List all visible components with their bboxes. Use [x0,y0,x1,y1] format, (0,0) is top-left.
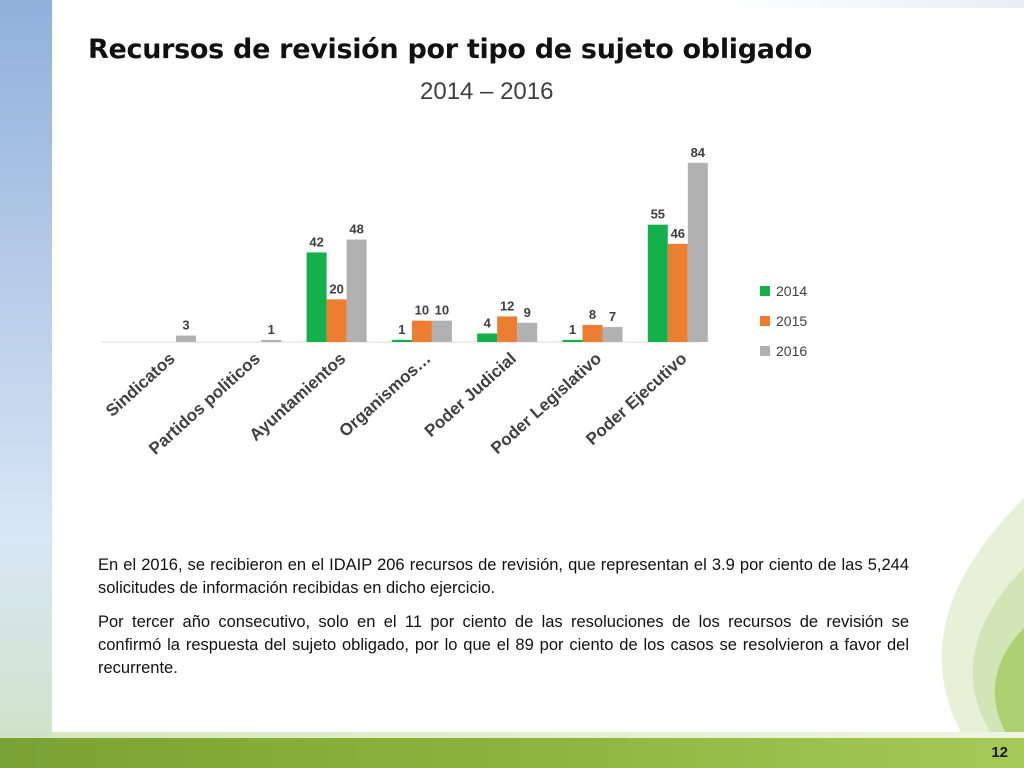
left-decorative-band [0,0,52,768]
data-label-2016-6: 84 [691,145,706,160]
category-label-3: Organismos… [336,349,435,441]
bar-2015-4 [497,316,518,342]
data-label-2015-5: 8 [589,307,596,322]
data-label-2016-4: 9 [524,305,531,320]
data-label-2014-3: 1 [398,322,405,337]
legend-swatch-2016 [760,346,770,356]
bar-2015-3 [411,320,432,342]
data-label-2014-2: 42 [309,234,323,249]
data-label-2016-1: 1 [268,322,275,337]
top-decorative-accent [720,0,1024,8]
slide-subtitle: 2014 – 2016 [420,78,554,105]
paragraph-2: Por tercer año consecutivo, solo en el 1… [98,613,909,677]
data-label-2015-2: 20 [329,281,343,296]
bar-2016-0 [176,335,196,342]
bar-2016-6 [687,162,708,342]
bottom-decorative-band [0,738,1024,768]
bar-2014-3 [391,339,412,342]
bar-2016-5 [602,327,623,342]
data-label-2016-3: 10 [435,303,449,318]
data-label-2016-2: 48 [349,222,363,237]
bottom-light-stripe [52,732,1024,738]
corner-swoosh-decoration [941,498,1024,738]
data-label-2016-5: 7 [609,309,616,324]
data-label-2015-3: 10 [415,303,429,318]
data-label-2014-6: 55 [651,207,665,222]
data-label-2016-0: 3 [182,318,189,333]
bar-2016-2 [346,239,367,342]
legend-label-2016: 2016 [776,343,807,359]
bar-2014-4 [477,333,498,342]
bar-2015-6 [667,243,688,342]
slide-title: Recursos de revisión por tipo de sujeto … [88,34,812,65]
bar-2015-5 [582,324,603,342]
data-label-2014-4: 4 [484,315,492,330]
bar-2014-5 [562,339,583,342]
page-number: 12 [991,744,1008,761]
data-label-2014-5: 1 [569,322,576,337]
legend-swatch-2014 [760,286,770,296]
legend-swatch-2015 [760,316,770,326]
bar-2014-6 [647,224,668,342]
data-label-2015-6: 46 [671,226,685,241]
data-label-2015-4: 12 [500,298,514,313]
category-label-0: Sindicatos [102,349,179,421]
bar-2016-1 [261,339,282,342]
bar-2014-2 [306,252,327,342]
body-text: En el 2016, se recibieron en el IDAIP 20… [98,554,909,691]
bar-2016-4 [517,322,538,342]
bar-2016-3 [431,320,452,342]
bar-2015-2 [326,299,347,342]
legend-label-2015: 2015 [776,313,807,329]
legend-label-2014: 2014 [776,283,807,299]
paragraph-1: En el 2016, se recibieron en el IDAIP 20… [98,556,909,597]
